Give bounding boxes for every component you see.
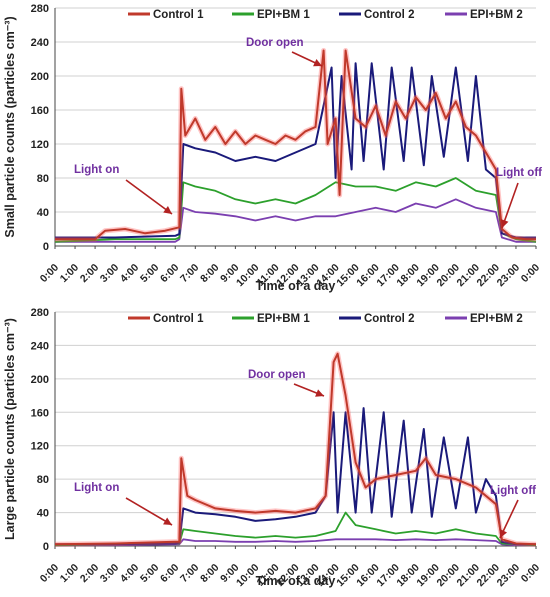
x-tick-label: 5:00 (138, 262, 161, 285)
legend-label-control1: Control 1 (153, 9, 204, 21)
y-tick-label: 200 (31, 374, 49, 386)
x-tick-label: 7:00 (178, 262, 201, 285)
x-tick-label: 0:00 (519, 262, 542, 285)
x-tick-label: 3:00 (98, 262, 121, 285)
x-tick-label: 0:00 (38, 562, 61, 585)
x-tick-label: 2:00 (78, 562, 101, 585)
annotation-arrow (125, 179, 173, 215)
legend-label-epibm2: EPI+BM 2 (470, 9, 523, 21)
annotation-light-on: Light on (74, 164, 119, 176)
x-tick-label: 6:00 (158, 262, 181, 285)
x-tick-label: 5:00 (138, 562, 161, 585)
annotation-door: Door open (248, 369, 306, 381)
x-tick-label: 2:00 (78, 262, 101, 285)
annotation-light-off: Light off (496, 167, 542, 179)
legend-label-epibm2: EPI+BM 2 (470, 313, 523, 325)
legend-label-control2: Control 2 (364, 9, 414, 21)
y-tick-label: 80 (37, 474, 49, 486)
series-line-control1 (55, 49, 536, 241)
series-glow-control-1 (54, 351, 537, 547)
legend-label-control2: Control 2 (364, 313, 414, 325)
y-tick-label: 160 (31, 105, 49, 117)
chart-panel-2: 040801201602002402800:001:002:003:004:00… (3, 307, 542, 589)
annotation-light-on: Light on (74, 482, 119, 494)
y-tick-label: 120 (31, 139, 49, 151)
x-axis-title: Time of a day (256, 574, 336, 588)
y-tick-label: 200 (31, 71, 49, 83)
x-tick-label: 7:00 (178, 562, 201, 585)
series-line-epibm1 (54, 177, 537, 243)
series-line-control2 (55, 62, 536, 239)
arrowhead-icon (499, 529, 508, 538)
series-line-epibm2 (55, 538, 536, 547)
arrowhead-icon (500, 219, 509, 228)
x-tick-label: 4:00 (118, 262, 141, 285)
y-tick-label: 40 (37, 207, 49, 219)
y-tick-label: 160 (31, 407, 49, 419)
y-tick-label: 280 (31, 307, 49, 319)
chart-panel-1: 040801201602002402800:001:002:003:004:00… (3, 3, 542, 293)
legend-label-epibm1: EPI+BM 1 (257, 9, 310, 21)
x-tick-label: 23:00 (495, 262, 523, 290)
x-tick-label: 6:00 (158, 562, 181, 585)
y-tick-label: 80 (37, 173, 49, 185)
series-line-epibm1 (54, 511, 537, 547)
series-line-epibm2 (55, 198, 536, 243)
arrowhead-icon (313, 58, 322, 67)
y-tick-label: 120 (31, 441, 49, 453)
y-axis-title: Large particle counts (particles cm⁻³) (3, 318, 17, 540)
y-tick-label: 0 (43, 241, 49, 253)
legend-label-epibm1: EPI+BM 1 (257, 313, 310, 325)
x-tick-label: 8:00 (198, 262, 221, 285)
series-line-control1 (54, 352, 537, 546)
arrowhead-icon (315, 389, 324, 397)
series-glow-control-1 (55, 48, 536, 242)
x-tick-label: 3:00 (98, 562, 121, 585)
y-tick-label: 240 (31, 340, 49, 352)
x-tick-label: 4:00 (118, 562, 141, 585)
y-tick-label: 40 (37, 508, 49, 520)
arrowhead-icon (163, 517, 172, 525)
x-tick-label: 8:00 (198, 562, 221, 585)
series-line-control2 (55, 407, 536, 546)
x-tick-label: 0:00 (519, 562, 542, 585)
annotation-light-off: Light off (490, 485, 536, 497)
y-axis-title: Small particle counts (particles cm⁻³) (3, 16, 17, 237)
x-tick-label: 0:00 (38, 262, 61, 285)
y-tick-label: 280 (31, 3, 49, 15)
x-tick-label: 1:00 (58, 562, 81, 585)
y-tick-label: 0 (43, 541, 49, 553)
y-tick-label: 240 (31, 37, 49, 49)
annotation-door: Door open (246, 37, 304, 49)
x-tick-label: 23:00 (495, 562, 523, 590)
arrowhead-icon (163, 206, 172, 214)
x-tick-label: 1:00 (58, 262, 81, 285)
x-axis-title: Time of a day (256, 279, 336, 293)
annotation-arrow (125, 497, 173, 526)
legend-label-control1: Control 1 (153, 313, 204, 325)
